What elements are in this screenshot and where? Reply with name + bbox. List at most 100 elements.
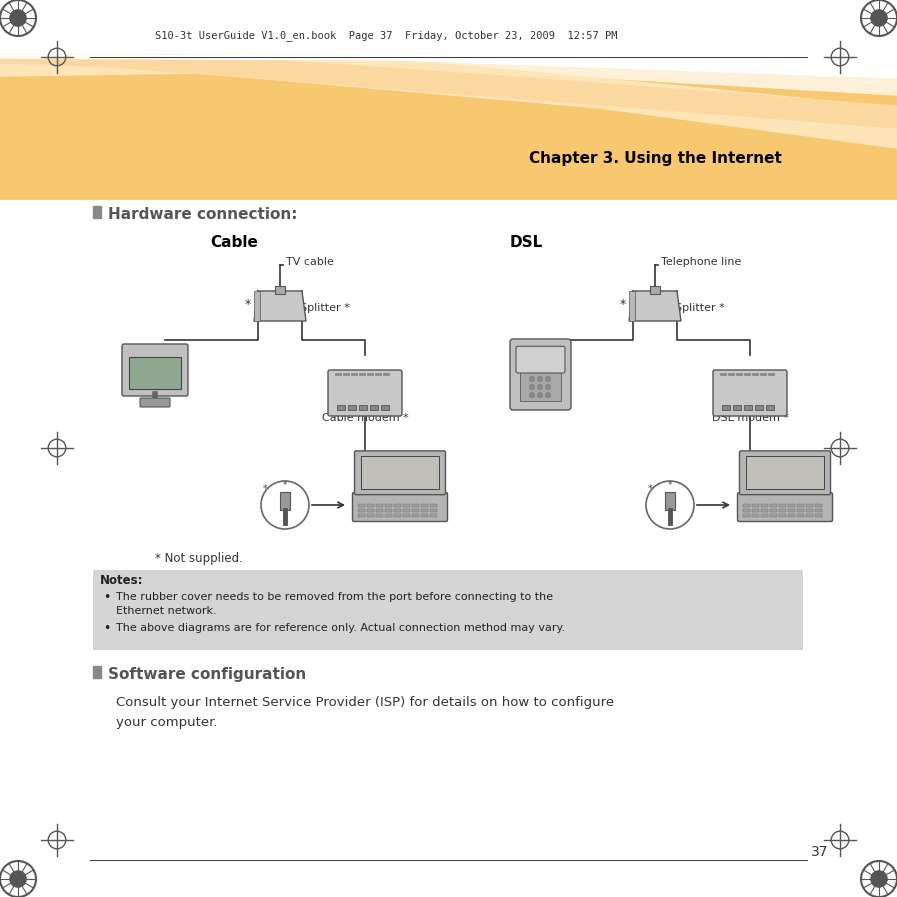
Bar: [359, 405, 367, 410]
Bar: [743, 509, 750, 512]
Bar: [403, 509, 410, 512]
Text: The above diagrams are for reference only. Actual connection method may vary.: The above diagrams are for reference onl…: [116, 623, 565, 633]
Bar: [788, 513, 795, 517]
Circle shape: [10, 10, 26, 26]
Bar: [93, 666, 101, 678]
Bar: [93, 570, 803, 650]
Text: *: *: [648, 484, 653, 494]
Circle shape: [529, 385, 535, 389]
Bar: [385, 513, 392, 517]
Bar: [394, 503, 401, 507]
Bar: [779, 513, 786, 517]
Bar: [755, 405, 763, 410]
Circle shape: [10, 871, 26, 887]
Bar: [412, 513, 419, 517]
Bar: [280, 492, 290, 510]
Bar: [403, 503, 410, 507]
Polygon shape: [0, 55, 897, 128]
Bar: [421, 509, 428, 512]
Bar: [788, 509, 795, 512]
Text: DSL modem *: DSL modem *: [711, 413, 788, 423]
Circle shape: [646, 481, 694, 529]
Text: *: *: [620, 298, 626, 311]
FancyBboxPatch shape: [122, 344, 188, 396]
Bar: [770, 509, 777, 512]
Text: Cable modem *: Cable modem *: [322, 413, 408, 423]
Polygon shape: [0, 55, 897, 148]
FancyBboxPatch shape: [140, 398, 170, 407]
Bar: [779, 509, 786, 512]
Bar: [367, 503, 374, 507]
Circle shape: [537, 377, 543, 381]
Text: •: •: [103, 622, 110, 634]
Circle shape: [545, 385, 551, 389]
FancyBboxPatch shape: [354, 451, 446, 494]
FancyBboxPatch shape: [516, 346, 565, 373]
Bar: [254, 291, 260, 321]
Text: *: *: [668, 481, 672, 490]
FancyBboxPatch shape: [713, 370, 787, 416]
Bar: [376, 513, 383, 517]
Bar: [381, 405, 389, 410]
Text: Telephone line: Telephone line: [661, 257, 742, 267]
Polygon shape: [254, 291, 306, 321]
Bar: [412, 503, 419, 507]
Bar: [815, 509, 822, 512]
Bar: [348, 405, 356, 410]
Bar: [421, 503, 428, 507]
Text: Chapter 3. Using the Internet: Chapter 3. Using the Internet: [528, 151, 781, 166]
Bar: [746, 457, 824, 489]
Circle shape: [529, 393, 535, 397]
Bar: [797, 513, 804, 517]
Polygon shape: [0, 55, 897, 200]
Polygon shape: [0, 55, 897, 78]
Text: * Not supplied.: * Not supplied.: [155, 552, 243, 564]
Bar: [806, 509, 813, 512]
Bar: [358, 509, 365, 512]
Circle shape: [537, 385, 543, 389]
Bar: [797, 503, 804, 507]
Bar: [815, 503, 822, 507]
Bar: [367, 513, 374, 517]
Circle shape: [545, 377, 551, 381]
Bar: [358, 513, 365, 517]
Bar: [385, 503, 392, 507]
Bar: [806, 513, 813, 517]
Bar: [358, 503, 365, 507]
FancyBboxPatch shape: [328, 370, 402, 416]
Text: Software configuration: Software configuration: [108, 666, 306, 682]
Bar: [421, 513, 428, 517]
Text: Notes:: Notes:: [100, 573, 144, 587]
Bar: [788, 503, 795, 507]
Bar: [93, 206, 101, 218]
Bar: [412, 509, 419, 512]
Polygon shape: [629, 291, 681, 321]
Circle shape: [537, 393, 543, 397]
Text: Splitter *: Splitter *: [675, 303, 725, 313]
Bar: [744, 405, 752, 410]
Bar: [722, 405, 730, 410]
Bar: [766, 405, 774, 410]
Text: S10-3t UserGuide V1.0_en.book  Page 37  Friday, October 23, 2009  12:57 PM: S10-3t UserGuide V1.0_en.book Page 37 Fr…: [155, 30, 617, 41]
Bar: [733, 405, 741, 410]
Bar: [815, 513, 822, 517]
Circle shape: [529, 377, 535, 381]
Bar: [361, 457, 439, 489]
Bar: [770, 513, 777, 517]
Bar: [367, 509, 374, 512]
FancyBboxPatch shape: [353, 492, 448, 521]
Bar: [761, 513, 768, 517]
Text: Hardware connection:: Hardware connection:: [108, 206, 298, 222]
Bar: [806, 503, 813, 507]
Bar: [0, 200, 897, 897]
Bar: [761, 503, 768, 507]
Bar: [665, 492, 675, 510]
FancyBboxPatch shape: [510, 339, 571, 410]
Bar: [520, 371, 561, 401]
Circle shape: [545, 393, 551, 397]
Circle shape: [261, 481, 309, 529]
Text: *: *: [283, 481, 287, 490]
Bar: [403, 513, 410, 517]
Text: TV cable: TV cable: [286, 257, 334, 267]
Text: *: *: [263, 484, 267, 494]
